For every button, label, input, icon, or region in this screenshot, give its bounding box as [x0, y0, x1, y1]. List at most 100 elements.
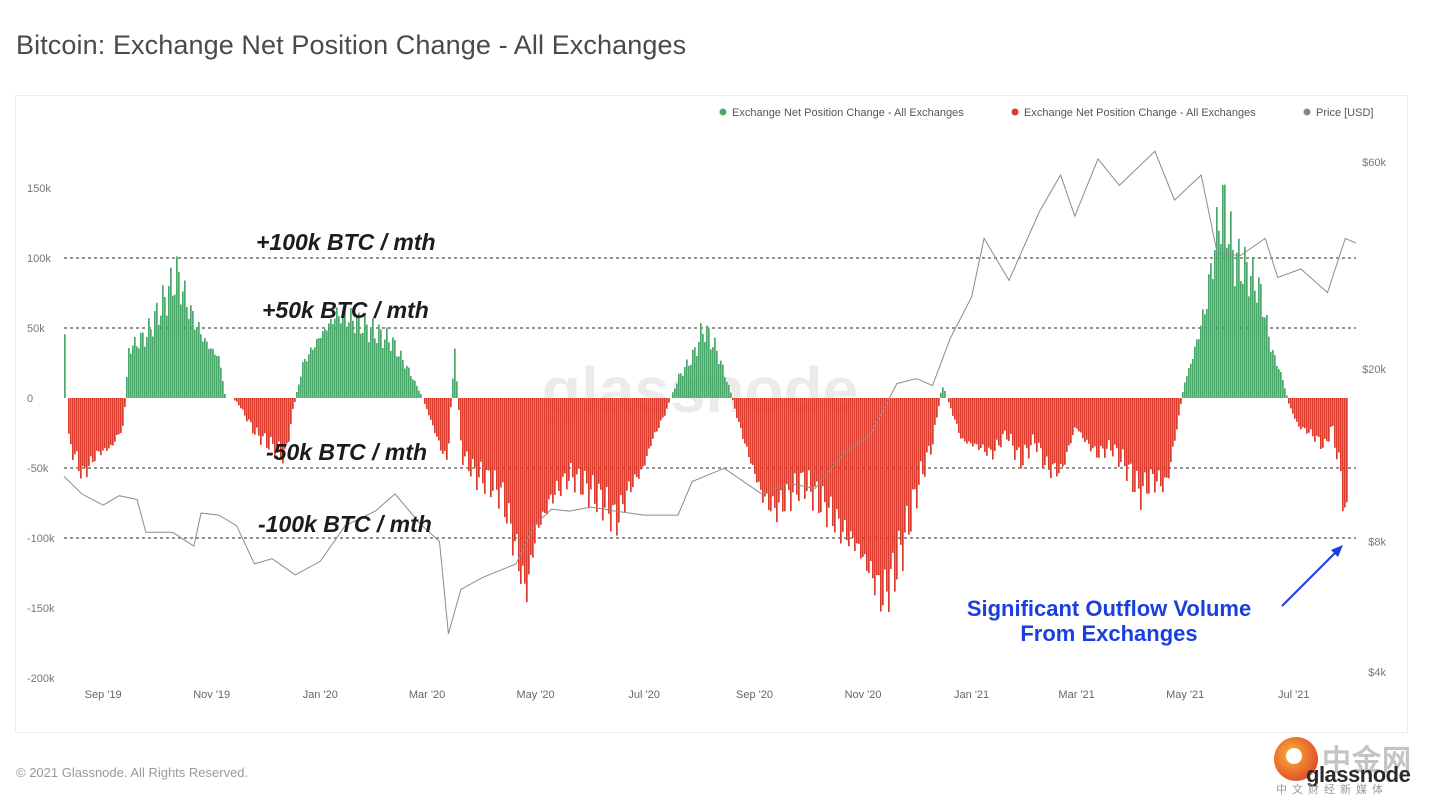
net-position-bar: [174, 294, 176, 398]
net-position-bar: [920, 398, 922, 462]
net-position-bar: [626, 398, 628, 491]
net-position-bar: [750, 398, 752, 464]
net-position-bar: [688, 365, 690, 398]
net-position-bar: [1272, 350, 1274, 398]
net-position-bar: [286, 398, 288, 444]
net-position-bar: [800, 398, 802, 474]
net-position-bar: [1244, 246, 1246, 398]
net-position-bar: [742, 398, 744, 439]
net-position-bar: [1004, 398, 1006, 431]
net-position-bar: [1264, 317, 1266, 398]
y-left-tick-label: 100k: [27, 253, 51, 265]
net-position-bar: [632, 398, 634, 488]
net-position-bar: [1222, 185, 1224, 398]
net-position-bar: [266, 398, 268, 448]
net-position-bar: [510, 398, 512, 524]
net-position-bar: [322, 331, 324, 398]
net-position-bar: [658, 398, 660, 429]
net-position-bar: [1308, 398, 1310, 433]
net-position-bar: [1136, 398, 1138, 471]
net-position-bar: [120, 398, 122, 434]
net-position-bar: [104, 398, 106, 449]
net-position-bar: [512, 398, 514, 556]
net-position-bar: [1046, 398, 1048, 457]
net-position-bar: [984, 398, 986, 452]
net-position-bar: [686, 359, 688, 398]
net-position-bar: [850, 398, 852, 532]
net-position-bar: [90, 398, 92, 457]
net-position-bar: [1036, 398, 1038, 452]
net-position-bar: [1290, 398, 1292, 409]
net-position-bar: [1246, 262, 1248, 398]
net-position-bar: [436, 398, 438, 437]
net-position-bar: [1194, 346, 1196, 398]
net-position-bar: [1182, 392, 1184, 398]
net-position-bar: [918, 398, 920, 485]
net-position-bar: [1056, 398, 1058, 477]
net-position-bar: [216, 355, 218, 398]
net-position-bar: [916, 398, 918, 509]
net-position-bar: [640, 398, 642, 470]
net-position-bar: [870, 398, 872, 562]
net-position-bar: [964, 398, 966, 442]
net-position-bar: [1048, 398, 1050, 470]
net-position-bar: [1120, 398, 1122, 462]
net-position-bar: [140, 332, 142, 398]
net-position-bar: [122, 398, 124, 426]
net-position-bar: [102, 398, 104, 451]
net-position-bar: [1208, 274, 1210, 398]
net-position-bar: [1042, 398, 1044, 468]
net-position-bar: [272, 398, 274, 444]
reference-line-label: +100k BTC / mth: [256, 229, 436, 255]
net-position-bar: [1152, 398, 1154, 475]
net-position-bar: [494, 398, 496, 471]
net-position-bar: [648, 398, 650, 449]
net-position-bar: [858, 398, 860, 544]
net-position-bar: [1154, 398, 1156, 493]
net-position-bar: [84, 398, 86, 468]
net-position-bar: [1032, 398, 1034, 435]
net-position-bar: [768, 398, 770, 510]
net-position-bar: [454, 348, 456, 398]
net-position-bar: [1224, 184, 1226, 398]
net-position-bar: [1238, 238, 1240, 398]
net-position-bar: [644, 398, 646, 466]
net-position-bar: [1060, 398, 1062, 464]
net-position-bar: [978, 398, 980, 450]
net-position-bar: [854, 398, 856, 552]
price-line: [63, 150, 1357, 634]
net-position-bar: [628, 398, 630, 482]
net-position-bar: [518, 398, 520, 572]
net-position-bar: [1088, 398, 1090, 444]
net-position-bar: [408, 367, 410, 398]
net-position-bar: [146, 336, 148, 398]
net-position-bar: [636, 398, 638, 478]
net-position-bar: [256, 398, 258, 428]
net-position-bar: [956, 398, 958, 424]
net-position-bar: [1324, 398, 1326, 439]
net-position-bar: [1220, 244, 1222, 398]
net-position-bar: [1296, 398, 1298, 422]
net-position-bar: [550, 398, 552, 495]
net-position-bar: [208, 348, 210, 398]
net-position-bar: [354, 332, 356, 398]
net-position-bar: [1252, 258, 1254, 398]
net-position-bar: [248, 398, 250, 420]
net-position-bar: [540, 398, 542, 525]
net-position-bar: [806, 398, 808, 491]
net-position-bar: [418, 390, 420, 398]
net-position-bar: [836, 398, 838, 510]
net-position-bar: [1144, 398, 1146, 473]
net-position-bar: [1340, 398, 1342, 472]
annotation-arrow-shaft: [1281, 551, 1337, 607]
net-position-bar: [960, 398, 962, 439]
net-position-bar: [246, 398, 248, 422]
net-position-bar: [194, 329, 196, 398]
net-position-bar: [274, 398, 276, 459]
net-position-bar: [328, 323, 330, 398]
net-position-bar: [1286, 395, 1288, 398]
net-position-bar: [410, 376, 412, 398]
net-position-bar: [506, 398, 508, 524]
net-position-bar: [1254, 290, 1256, 398]
net-position-bar: [998, 398, 1000, 446]
